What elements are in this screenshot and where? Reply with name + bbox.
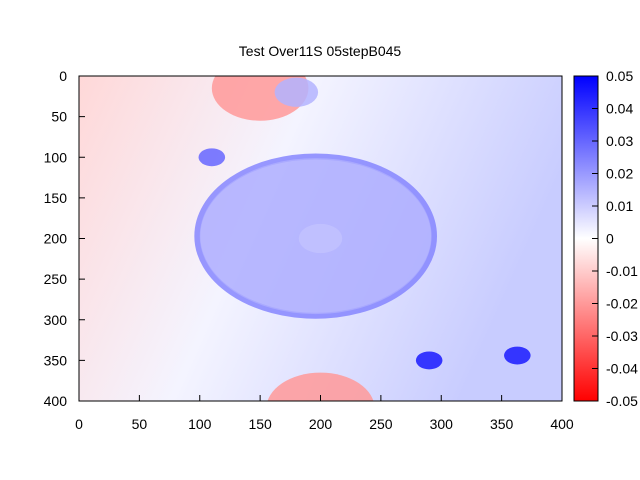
heatmap-blob [274,77,319,107]
x-axis: 0 50 100 150 200 250 300 350 400 [75,395,574,432]
y-tick-label: 350 [44,352,68,368]
x-tick-label: 350 [490,416,514,432]
y-tick-label: 200 [44,231,68,247]
colorbar-tick-label: 0.02 [606,166,633,182]
heatmap-blob [504,346,531,365]
y-tick-label: 250 [44,271,68,287]
x-tick-label: 400 [550,416,574,432]
colorbar-tick-label: 0.05 [606,68,633,84]
y-tick-label: 50 [51,109,67,125]
heatmap-blob [267,372,374,401]
colorbar-tick-label: 0.03 [606,133,633,149]
y-tick-label: 100 [44,149,68,165]
heatmap-ring [194,153,438,319]
x-tick-label: 200 [309,416,333,432]
chart-title: Test Over11S 05stepB045 [239,43,402,59]
colorbar-tick-label: -0.04 [606,361,638,377]
x-tick-label: 0 [75,416,83,432]
x-tick-label: 150 [248,416,272,432]
colorbar-tick-label: -0.05 [606,393,638,409]
y-tick-label: 150 [44,190,68,206]
plot-area [79,76,562,401]
x-tick-label: 50 [132,416,148,432]
y-tick-label: 400 [44,393,68,409]
colorbar-tick-label: 0.04 [606,101,633,117]
heatmap-blob [198,148,226,167]
x-tick-label: 300 [430,416,454,432]
colorbar-tick-label: -0.01 [606,263,638,279]
x-tick-label: 250 [369,416,393,432]
y-tick-label: 0 [59,68,67,84]
heatmap-blob [415,351,443,370]
colorbar-tick-label: -0.02 [606,296,638,312]
colorbar-tick-label: -0.03 [606,328,638,344]
y-axis: 0 50 100 150 200 250 300 350 400 [44,68,85,409]
colorbar-axis: 0.05 0.04 0.03 0.02 0.01 0 -0.01 -0.02 -0.03 -0.0… [592,68,638,409]
y-tick-label: 300 [44,312,68,328]
colorbar-tick-label: 0.01 [606,198,633,214]
colorbar-tick-label: 0 [606,231,614,247]
x-tick-label: 100 [188,416,212,432]
heatmap-blob [298,223,343,254]
